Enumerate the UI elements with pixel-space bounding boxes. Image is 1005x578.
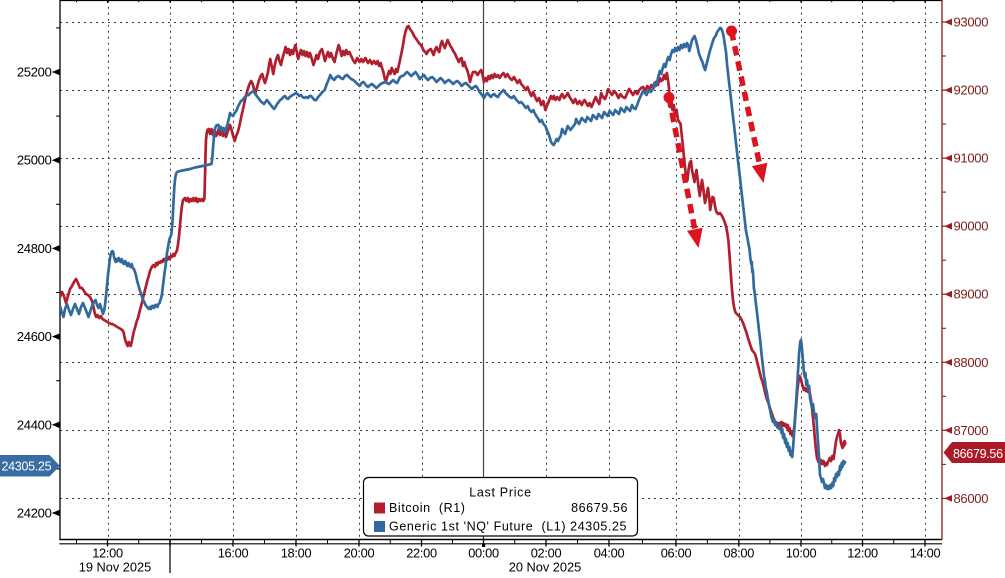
svg-text:87000: 87000 bbox=[954, 423, 989, 438]
svg-text:06:00: 06:00 bbox=[661, 546, 692, 561]
svg-text:16:00: 16:00 bbox=[218, 546, 249, 561]
svg-text:12:00: 12:00 bbox=[847, 546, 878, 561]
svg-text:90000: 90000 bbox=[954, 219, 989, 234]
svg-text:Last Price: Last Price bbox=[469, 486, 532, 500]
svg-text:24305.25: 24305.25 bbox=[2, 460, 52, 474]
svg-text:24200: 24200 bbox=[17, 506, 52, 521]
svg-text:18:00: 18:00 bbox=[281, 546, 312, 561]
svg-text:22:00: 22:00 bbox=[406, 546, 437, 561]
svg-text:Generic 1st 'NQ' Future (L1): Generic 1st 'NQ' Future (L1) 24305.25 bbox=[389, 520, 627, 534]
svg-text:Bitcoin (R1): Bitcoin (R1) bbox=[389, 501, 466, 515]
svg-text:25200: 25200 bbox=[17, 65, 52, 80]
svg-text:24800: 24800 bbox=[17, 241, 52, 256]
svg-text:92000: 92000 bbox=[954, 83, 989, 98]
svg-text:86679.56: 86679.56 bbox=[953, 447, 1003, 461]
svg-text:10:00: 10:00 bbox=[786, 546, 817, 561]
svg-text:02:00: 02:00 bbox=[531, 546, 562, 561]
svg-text:91000: 91000 bbox=[954, 151, 989, 166]
svg-text:20:00: 20:00 bbox=[344, 546, 375, 561]
svg-text:24400: 24400 bbox=[17, 417, 52, 432]
svg-text:86679.56: 86679.56 bbox=[571, 501, 628, 515]
svg-text:08:00: 08:00 bbox=[724, 546, 755, 561]
svg-text:00:00: 00:00 bbox=[468, 546, 499, 561]
svg-text:88000: 88000 bbox=[954, 355, 989, 370]
svg-text:24600: 24600 bbox=[17, 329, 52, 344]
svg-text:20 Nov 2025: 20 Nov 2025 bbox=[509, 560, 582, 574]
svg-text:19 Nov 2025: 19 Nov 2025 bbox=[79, 560, 152, 574]
svg-text:25000: 25000 bbox=[17, 153, 52, 168]
svg-text:14:00: 14:00 bbox=[910, 546, 941, 561]
svg-text:04:00: 04:00 bbox=[594, 546, 625, 561]
svg-text:93000: 93000 bbox=[954, 15, 989, 30]
svg-text:89000: 89000 bbox=[954, 287, 989, 302]
svg-text:86000: 86000 bbox=[954, 491, 989, 506]
svg-text:12:00: 12:00 bbox=[92, 546, 123, 561]
